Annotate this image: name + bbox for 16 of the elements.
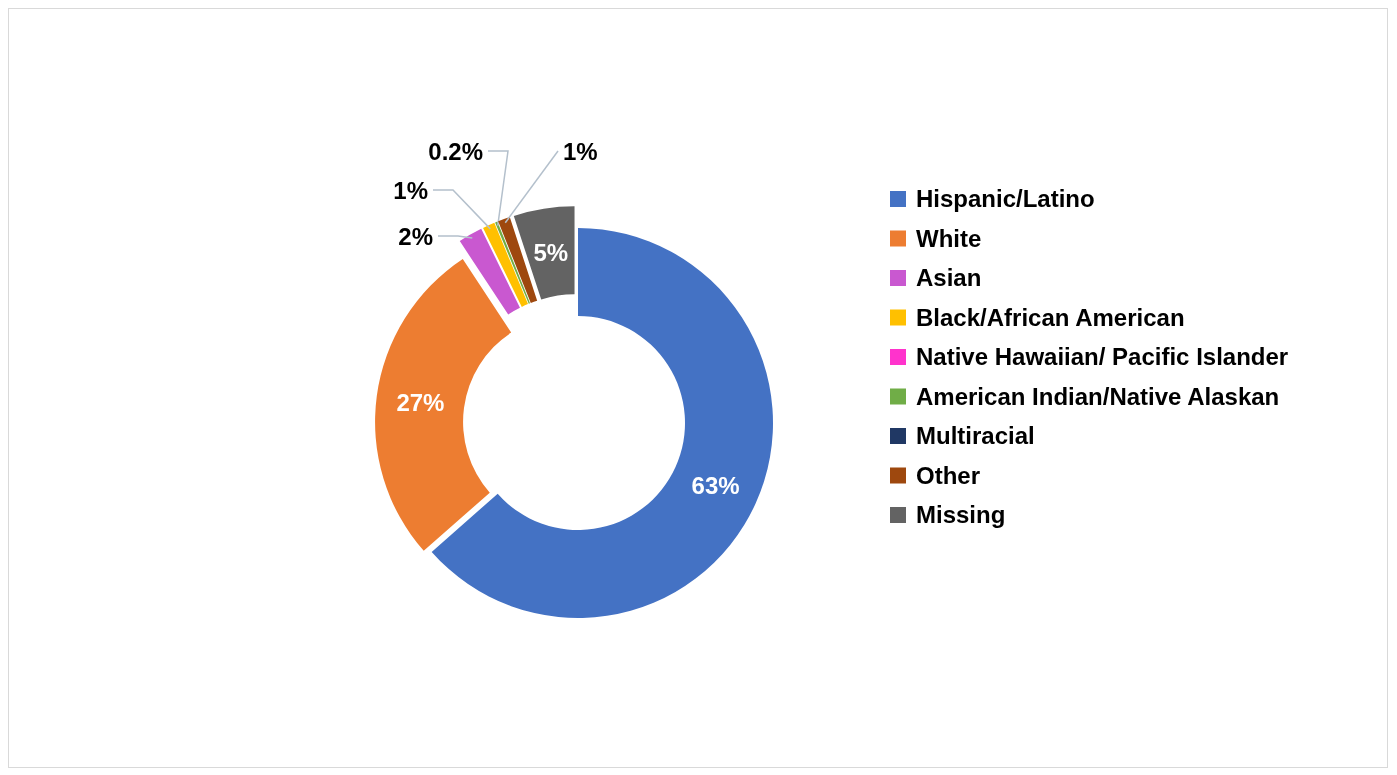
data-label: 5%: [533, 239, 569, 267]
legend-label: American Indian/Native Alaskan: [916, 382, 1280, 410]
legend-label: Missing: [916, 501, 1006, 528]
legend-label: Other: [916, 461, 981, 489]
legend-label: White: [916, 224, 982, 252]
data-label: 1%: [563, 138, 598, 165]
data-label: 2%: [398, 223, 433, 250]
data-label: 0.2%: [428, 138, 483, 165]
data-label: 63%: [691, 472, 740, 500]
legend-label: Black/African American: [916, 303, 1185, 331]
data-label: 27%: [396, 388, 445, 416]
legend-label: Hispanic/Latino: [916, 185, 1095, 212]
legend-label: Multiracial: [916, 422, 1035, 449]
legend-label: Native Hawaiian/ Pacific Islander: [916, 343, 1289, 370]
legend-label: Asian: [916, 264, 982, 291]
data-label: 1%: [393, 177, 428, 204]
